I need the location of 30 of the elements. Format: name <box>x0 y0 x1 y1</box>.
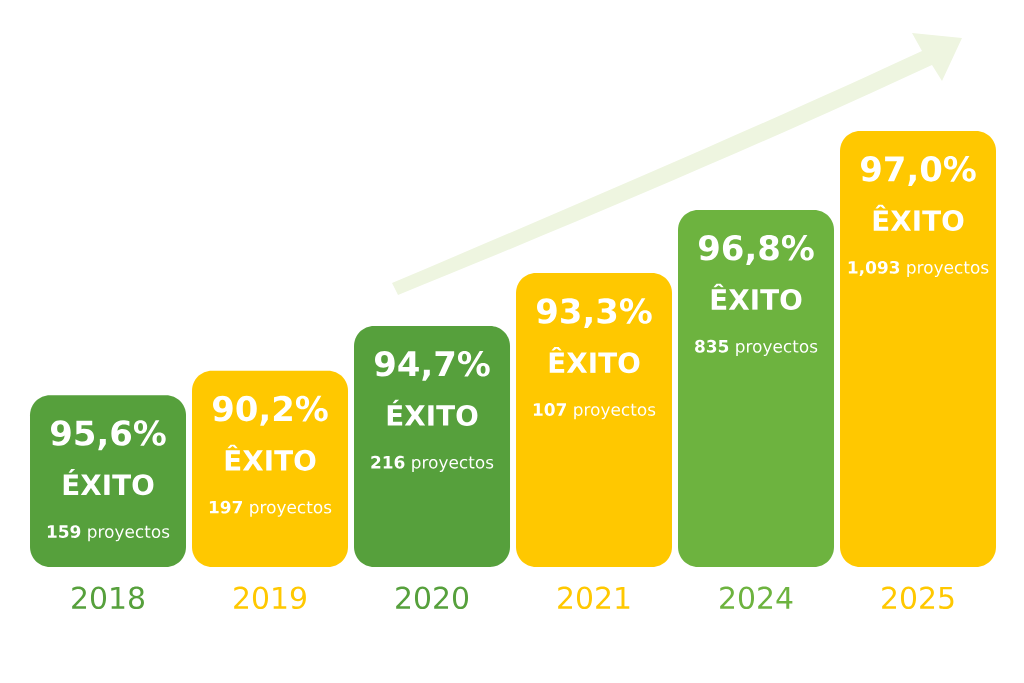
annotation: 97,0% <box>861 156 976 186</box>
annotation: 835 proyectos <box>695 339 818 356</box>
bar <box>516 273 673 567</box>
annotation: 94,7% <box>375 350 490 381</box>
annotation: 90,2% <box>213 395 328 426</box>
annotation: ÊXITO <box>549 347 640 374</box>
x-tick-label: 2019 <box>234 586 306 610</box>
annotation: 95,6% <box>51 420 166 451</box>
x-tick-label: 2020 <box>396 586 469 610</box>
annotation: 107 proyectos <box>533 403 656 420</box>
annotation: 216 proyectos <box>371 455 494 472</box>
annotation: 197 proyectos <box>209 500 332 517</box>
annotation: ÊXITO <box>225 444 316 471</box>
annotation: ÊXITO <box>873 204 964 232</box>
annotation: ÉXITO <box>63 469 154 496</box>
annotation: 1,093 proyectos <box>848 260 989 278</box>
x-tick-label: 2025 <box>882 586 954 610</box>
x-tick-label: 2018 <box>72 586 144 610</box>
bar <box>192 370 349 567</box>
x-tick-label: 2021 <box>558 586 630 610</box>
annotation: ÊXITO <box>711 283 802 311</box>
annotation: 159 proyectos <box>47 525 170 542</box>
annotation: 96,8% <box>699 234 814 265</box>
annotation: 93,3% <box>537 298 652 329</box>
bar <box>678 209 835 567</box>
x-tick-label: 2024 <box>720 586 793 610</box>
bar <box>840 130 997 567</box>
annotation: ÉXITO <box>387 399 478 426</box>
bar <box>354 325 511 567</box>
bar <box>30 395 187 567</box>
